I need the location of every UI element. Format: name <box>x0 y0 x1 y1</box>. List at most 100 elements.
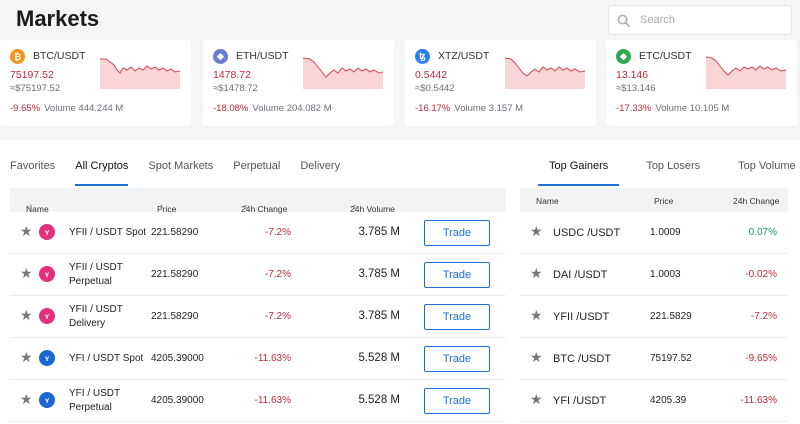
table-row: ★ ʏ YFII / USDT Spot 221.58290 -7.2% 3.7… <box>10 212 506 254</box>
star-icon[interactable]: ★ <box>20 223 33 239</box>
tab-favorites[interactable]: Favorites <box>10 160 56 172</box>
yfii-icon: ʏ <box>39 308 55 324</box>
page-title: Markets <box>16 6 100 31</box>
ticker-pair: XTZ/USDT <box>438 50 490 62</box>
ticker-card-xtz[interactable]: ꜩ XTZ/USDT 0.5442 ≈$0.5442 -16.17% Volume… <box>405 40 596 126</box>
ticker-pair: BTC/USDT <box>33 50 86 62</box>
star-icon[interactable]: ★ <box>530 391 543 407</box>
tab-delivery[interactable]: Delivery <box>300 160 341 172</box>
list-item[interactable]: ★ YFI /USDT 4205.39 -11.63% <box>520 380 788 422</box>
ethereum-icon: ◆ <box>213 49 228 64</box>
row-name: USDC /USDT <box>553 227 621 239</box>
trade-button[interactable]: Trade <box>424 388 490 414</box>
row-volume: 5.528 M <box>358 394 400 406</box>
ticker-volume: Volume 204.082 M <box>252 103 332 114</box>
row-volume: 3.785 M <box>358 310 400 322</box>
row-name[interactable]: YFI / USDT Perpetual <box>69 388 120 413</box>
markets-table-header: Name ⇕ Price ⇕ 24h Change ⇕ 24h Volume ⇕ <box>10 188 506 214</box>
row-name[interactable]: YFII / USDT Spot <box>69 227 147 238</box>
ticker-price: 75197.52 <box>10 69 54 81</box>
ticker-pair: ETH/USDT <box>236 50 289 62</box>
row-change: -11.63% <box>254 353 291 364</box>
row-change: -9.65% <box>745 353 777 364</box>
table-row: ★ ʏ YFI / USDT Perpetual 4205.39000 -11.… <box>10 380 506 422</box>
row-price: 221.58290 <box>151 269 199 280</box>
star-icon[interactable]: ★ <box>20 349 33 365</box>
yfi-icon: ʏ <box>39 350 55 366</box>
row-name: YFI /USDT <box>553 395 607 407</box>
sparkline-chart <box>303 57 383 89</box>
row-price: 4205.39 <box>650 395 687 406</box>
row-volume: 5.528 M <box>358 352 400 364</box>
row-price: 4205.39000 <box>151 353 204 364</box>
row-change: -7.2% <box>264 311 291 322</box>
search-placeholder: Search <box>640 14 675 26</box>
ticker-change: -18.08% <box>213 103 249 114</box>
ticker-change: -9.65% <box>10 103 41 114</box>
row-price: 1.0003 <box>650 269 681 280</box>
row-name: BTC /USDT <box>553 353 612 365</box>
yfii-icon: ʏ <box>39 266 55 282</box>
sparkline-chart <box>100 58 180 89</box>
row-name[interactable]: YFII / USDT Delivery <box>69 304 123 329</box>
ticker-card-eth[interactable]: ◆ ETH/USDT 1478.72 ≈$1478.72 -18.08% Volu… <box>203 40 394 126</box>
row-change: -11.63% <box>254 395 291 406</box>
trade-button[interactable]: Trade <box>424 220 490 246</box>
row-name: DAI /USDT <box>553 269 608 281</box>
list-item[interactable]: ★ DAI /USDT 1.0003 -0.02% <box>520 254 788 296</box>
ticker-card-etc[interactable]: ◆ ETC/USDT 13.146 ≈$13.146 -17.33% Volume… <box>606 40 797 126</box>
star-icon[interactable]: ★ <box>530 223 543 239</box>
list-item[interactable]: ★ YFII /USDT 221.5829 -7.2% <box>520 296 788 338</box>
yfii-icon: ʏ <box>39 224 55 240</box>
row-name[interactable]: YFI / USDT Spot <box>69 353 144 364</box>
column-header-name: Name <box>536 196 559 206</box>
table-row: ★ ʏ YFII / USDT Delivery 221.58290 -7.2%… <box>10 296 506 338</box>
list-item[interactable]: ★ USDC /USDT 1.0009 0.07% <box>520 212 788 254</box>
ethereum-classic-icon: ◆ <box>616 49 631 64</box>
tab-top-losers[interactable]: Top Losers <box>646 160 701 172</box>
star-icon[interactable]: ★ <box>530 349 543 365</box>
trade-button[interactable]: Trade <box>424 346 490 372</box>
sparkline-chart <box>505 57 585 89</box>
row-price: 221.58290 <box>151 311 199 322</box>
row-price: 221.58290 <box>151 227 199 238</box>
star-icon[interactable]: ★ <box>530 307 543 323</box>
search-icon <box>617 14 630 27</box>
bitcoin-icon: ₿ <box>10 49 25 64</box>
row-volume: 3.785 M <box>358 226 400 238</box>
ticker-price: 0.5442 <box>415 69 448 81</box>
tab-spot-markets[interactable]: Spot Markets <box>148 160 214 172</box>
sort-icon: ⇕ <box>243 205 249 211</box>
star-icon[interactable]: ★ <box>20 307 33 323</box>
column-header-24h-change: 24h Change <box>733 196 780 206</box>
ticker-approx-price: ≈$75197.52 <box>10 83 61 94</box>
tab-top-gainers[interactable]: Top Gainers <box>538 140 620 186</box>
tezos-icon: ꜩ <box>415 49 430 64</box>
sparkline-chart <box>706 56 786 89</box>
row-price: 4205.39000 <box>151 395 204 406</box>
search-input[interactable]: Search <box>608 5 792 35</box>
row-volume: 3.785 M <box>358 268 400 280</box>
ticker-price: 13.146 <box>616 69 649 81</box>
ticker-volume: Volume 444.244 M <box>44 103 124 114</box>
star-icon[interactable]: ★ <box>530 265 543 281</box>
table-row: ★ ʏ YFII / USDT Perpetual 221.58290 -7.2… <box>10 254 506 296</box>
tab-top-volume[interactable]: Top Volume <box>738 160 796 172</box>
row-change: -0.02% <box>745 269 777 280</box>
gainers-table-header: Name Price 24h Change <box>520 188 788 212</box>
ticker-approx-price: ≈$1478.72 <box>213 83 258 94</box>
yfi-icon: ʏ <box>39 392 55 408</box>
trade-button[interactable]: Trade <box>424 262 490 288</box>
ticker-approx-price: ≈$0.5442 <box>415 83 455 94</box>
star-icon[interactable]: ★ <box>20 391 33 407</box>
trade-button[interactable]: Trade <box>424 304 490 330</box>
ticker-volume: Volume 10.105 M <box>655 103 730 114</box>
row-change: -7.2% <box>750 311 777 322</box>
list-item[interactable]: ★ BTC /USDT 75197.52 -9.65% <box>520 338 788 380</box>
row-name[interactable]: YFII / USDT Perpetual <box>69 262 123 287</box>
tab-all-cryptos[interactable]: All Cryptos <box>75 140 129 186</box>
row-change: -11.63% <box>740 395 777 406</box>
star-icon[interactable]: ★ <box>20 265 33 281</box>
ticker-card-btc[interactable]: ₿ BTC/USDT 75197.52 ≈$75197.52 -9.65% Vol… <box>0 40 191 126</box>
tab-perpetual[interactable]: Perpetual <box>233 160 281 172</box>
